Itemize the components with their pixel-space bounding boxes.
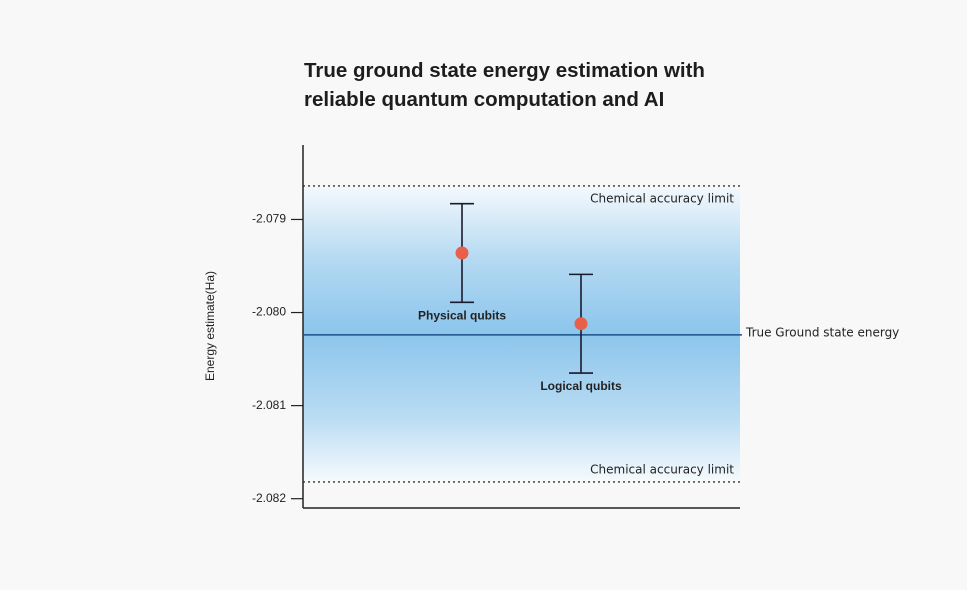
- band-fill: [303, 185, 740, 482]
- accuracy-band: [303, 185, 740, 482]
- chart-title: True ground state energy estimation with…: [304, 59, 705, 111]
- point-label: Physical qubits: [418, 308, 506, 322]
- point: [574, 317, 588, 331]
- y-tick-label: -2.080: [252, 305, 286, 319]
- y-tick-label: -2.081: [252, 398, 286, 412]
- point-label: Logical qubits: [540, 379, 622, 393]
- y-axis-label: Energy estimate(Ha): [203, 271, 217, 381]
- reference-label: True Ground state energy: [745, 325, 899, 339]
- reference-label: Chemical accuracy limit: [590, 191, 734, 205]
- reference-label: Chemical accuracy limit: [590, 462, 734, 476]
- point: [455, 246, 469, 260]
- y-tick-label: -2.079: [252, 212, 286, 226]
- y-tick-label: -2.082: [252, 491, 286, 505]
